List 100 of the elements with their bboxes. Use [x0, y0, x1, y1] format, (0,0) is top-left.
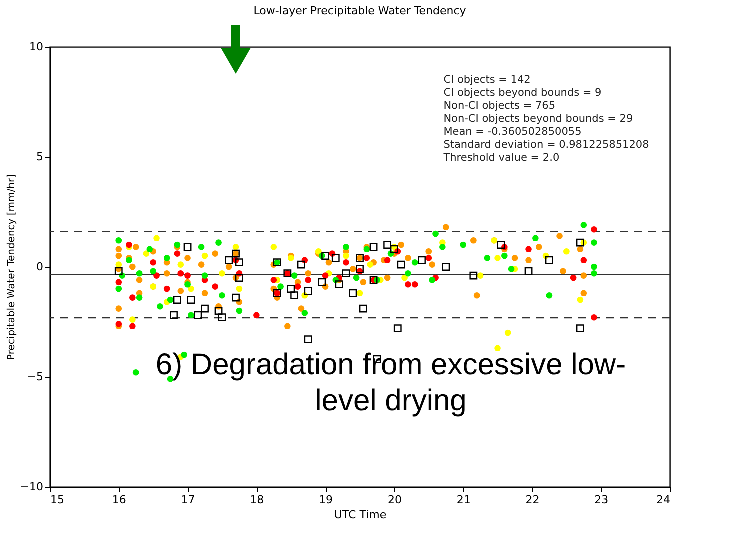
point — [412, 281, 418, 288]
point — [202, 252, 208, 260]
point — [494, 345, 501, 352]
point — [202, 272, 208, 279]
point — [136, 294, 143, 301]
point — [188, 312, 194, 319]
point — [236, 286, 243, 292]
point — [188, 286, 194, 292]
point — [504, 330, 512, 336]
point — [570, 274, 577, 282]
point — [291, 272, 298, 279]
x-tick-label: 19 — [319, 494, 334, 506]
y-tick-label: 10 — [30, 40, 44, 54]
point — [335, 280, 344, 289]
point — [477, 272, 484, 279]
point — [591, 226, 598, 233]
point — [278, 284, 284, 290]
point — [502, 252, 508, 260]
point — [364, 246, 370, 253]
point — [136, 270, 143, 277]
point — [364, 255, 370, 262]
point — [304, 287, 312, 296]
point — [181, 352, 188, 358]
point — [130, 316, 136, 323]
point — [116, 262, 122, 268]
point — [580, 257, 588, 264]
point — [157, 303, 164, 310]
y-tick-label: −10 — [20, 480, 44, 494]
point — [116, 237, 122, 244]
point — [390, 245, 398, 254]
point — [302, 310, 308, 316]
point — [470, 272, 478, 280]
point — [130, 294, 136, 301]
point — [184, 272, 191, 279]
point — [343, 259, 350, 266]
x-tick-label: 23 — [594, 494, 609, 506]
y-tick-label: 0 — [36, 260, 44, 274]
point — [174, 250, 181, 257]
point — [524, 267, 533, 276]
point — [235, 274, 244, 282]
point — [577, 296, 584, 304]
annotation: Non-CI objects beyond bounds = 29 — [444, 113, 634, 125]
point — [440, 244, 446, 250]
point — [126, 242, 132, 248]
annotation: CI objects beyond bounds = 9 — [444, 87, 602, 99]
point — [305, 277, 312, 284]
x-tick-label: 16 — [112, 494, 126, 506]
point — [270, 277, 278, 284]
y-tick-label: 5 — [36, 150, 44, 164]
annotation: Threshold value = 2.0 — [442, 152, 560, 164]
x-tick-label: 15 — [50, 494, 64, 506]
point — [143, 250, 150, 257]
point — [219, 270, 226, 277]
point — [367, 262, 374, 268]
point — [164, 286, 170, 292]
point — [494, 255, 501, 262]
x-axis-title: UTC Time — [334, 508, 387, 522]
point — [316, 248, 322, 255]
point — [173, 296, 182, 304]
point — [508, 266, 515, 272]
point — [154, 235, 160, 242]
point — [178, 262, 184, 268]
annotation: CI objects = 142 — [444, 74, 531, 86]
x-tick-label: 22 — [526, 494, 540, 506]
point — [343, 252, 350, 260]
point — [225, 256, 234, 264]
point — [359, 304, 368, 313]
x-tick-label: 17 — [181, 494, 196, 506]
point — [212, 284, 218, 290]
point — [287, 285, 296, 293]
x-tick-label: 24 — [656, 494, 670, 506]
point — [402, 274, 408, 282]
point — [130, 323, 136, 330]
point — [167, 296, 174, 304]
point — [219, 292, 226, 299]
point — [150, 268, 156, 275]
point — [442, 263, 450, 271]
point — [460, 242, 466, 248]
chart-title: Low-layer Precipitable Water Tendency — [254, 4, 467, 18]
point — [294, 284, 302, 290]
point — [576, 238, 584, 247]
point — [546, 292, 553, 299]
point — [116, 279, 122, 286]
point — [322, 272, 329, 279]
point — [591, 314, 598, 321]
y-tick-label: −5 — [27, 370, 44, 384]
point — [218, 314, 226, 322]
point — [591, 270, 598, 277]
annotation: Non-CI objects = 765 — [444, 100, 556, 112]
point — [394, 324, 402, 333]
point — [150, 259, 156, 266]
point — [545, 256, 554, 264]
point — [343, 244, 350, 250]
point — [405, 270, 412, 277]
point — [332, 254, 340, 262]
point — [116, 321, 122, 328]
point — [174, 242, 181, 248]
point — [132, 369, 140, 376]
point — [356, 290, 364, 297]
point — [184, 243, 192, 252]
